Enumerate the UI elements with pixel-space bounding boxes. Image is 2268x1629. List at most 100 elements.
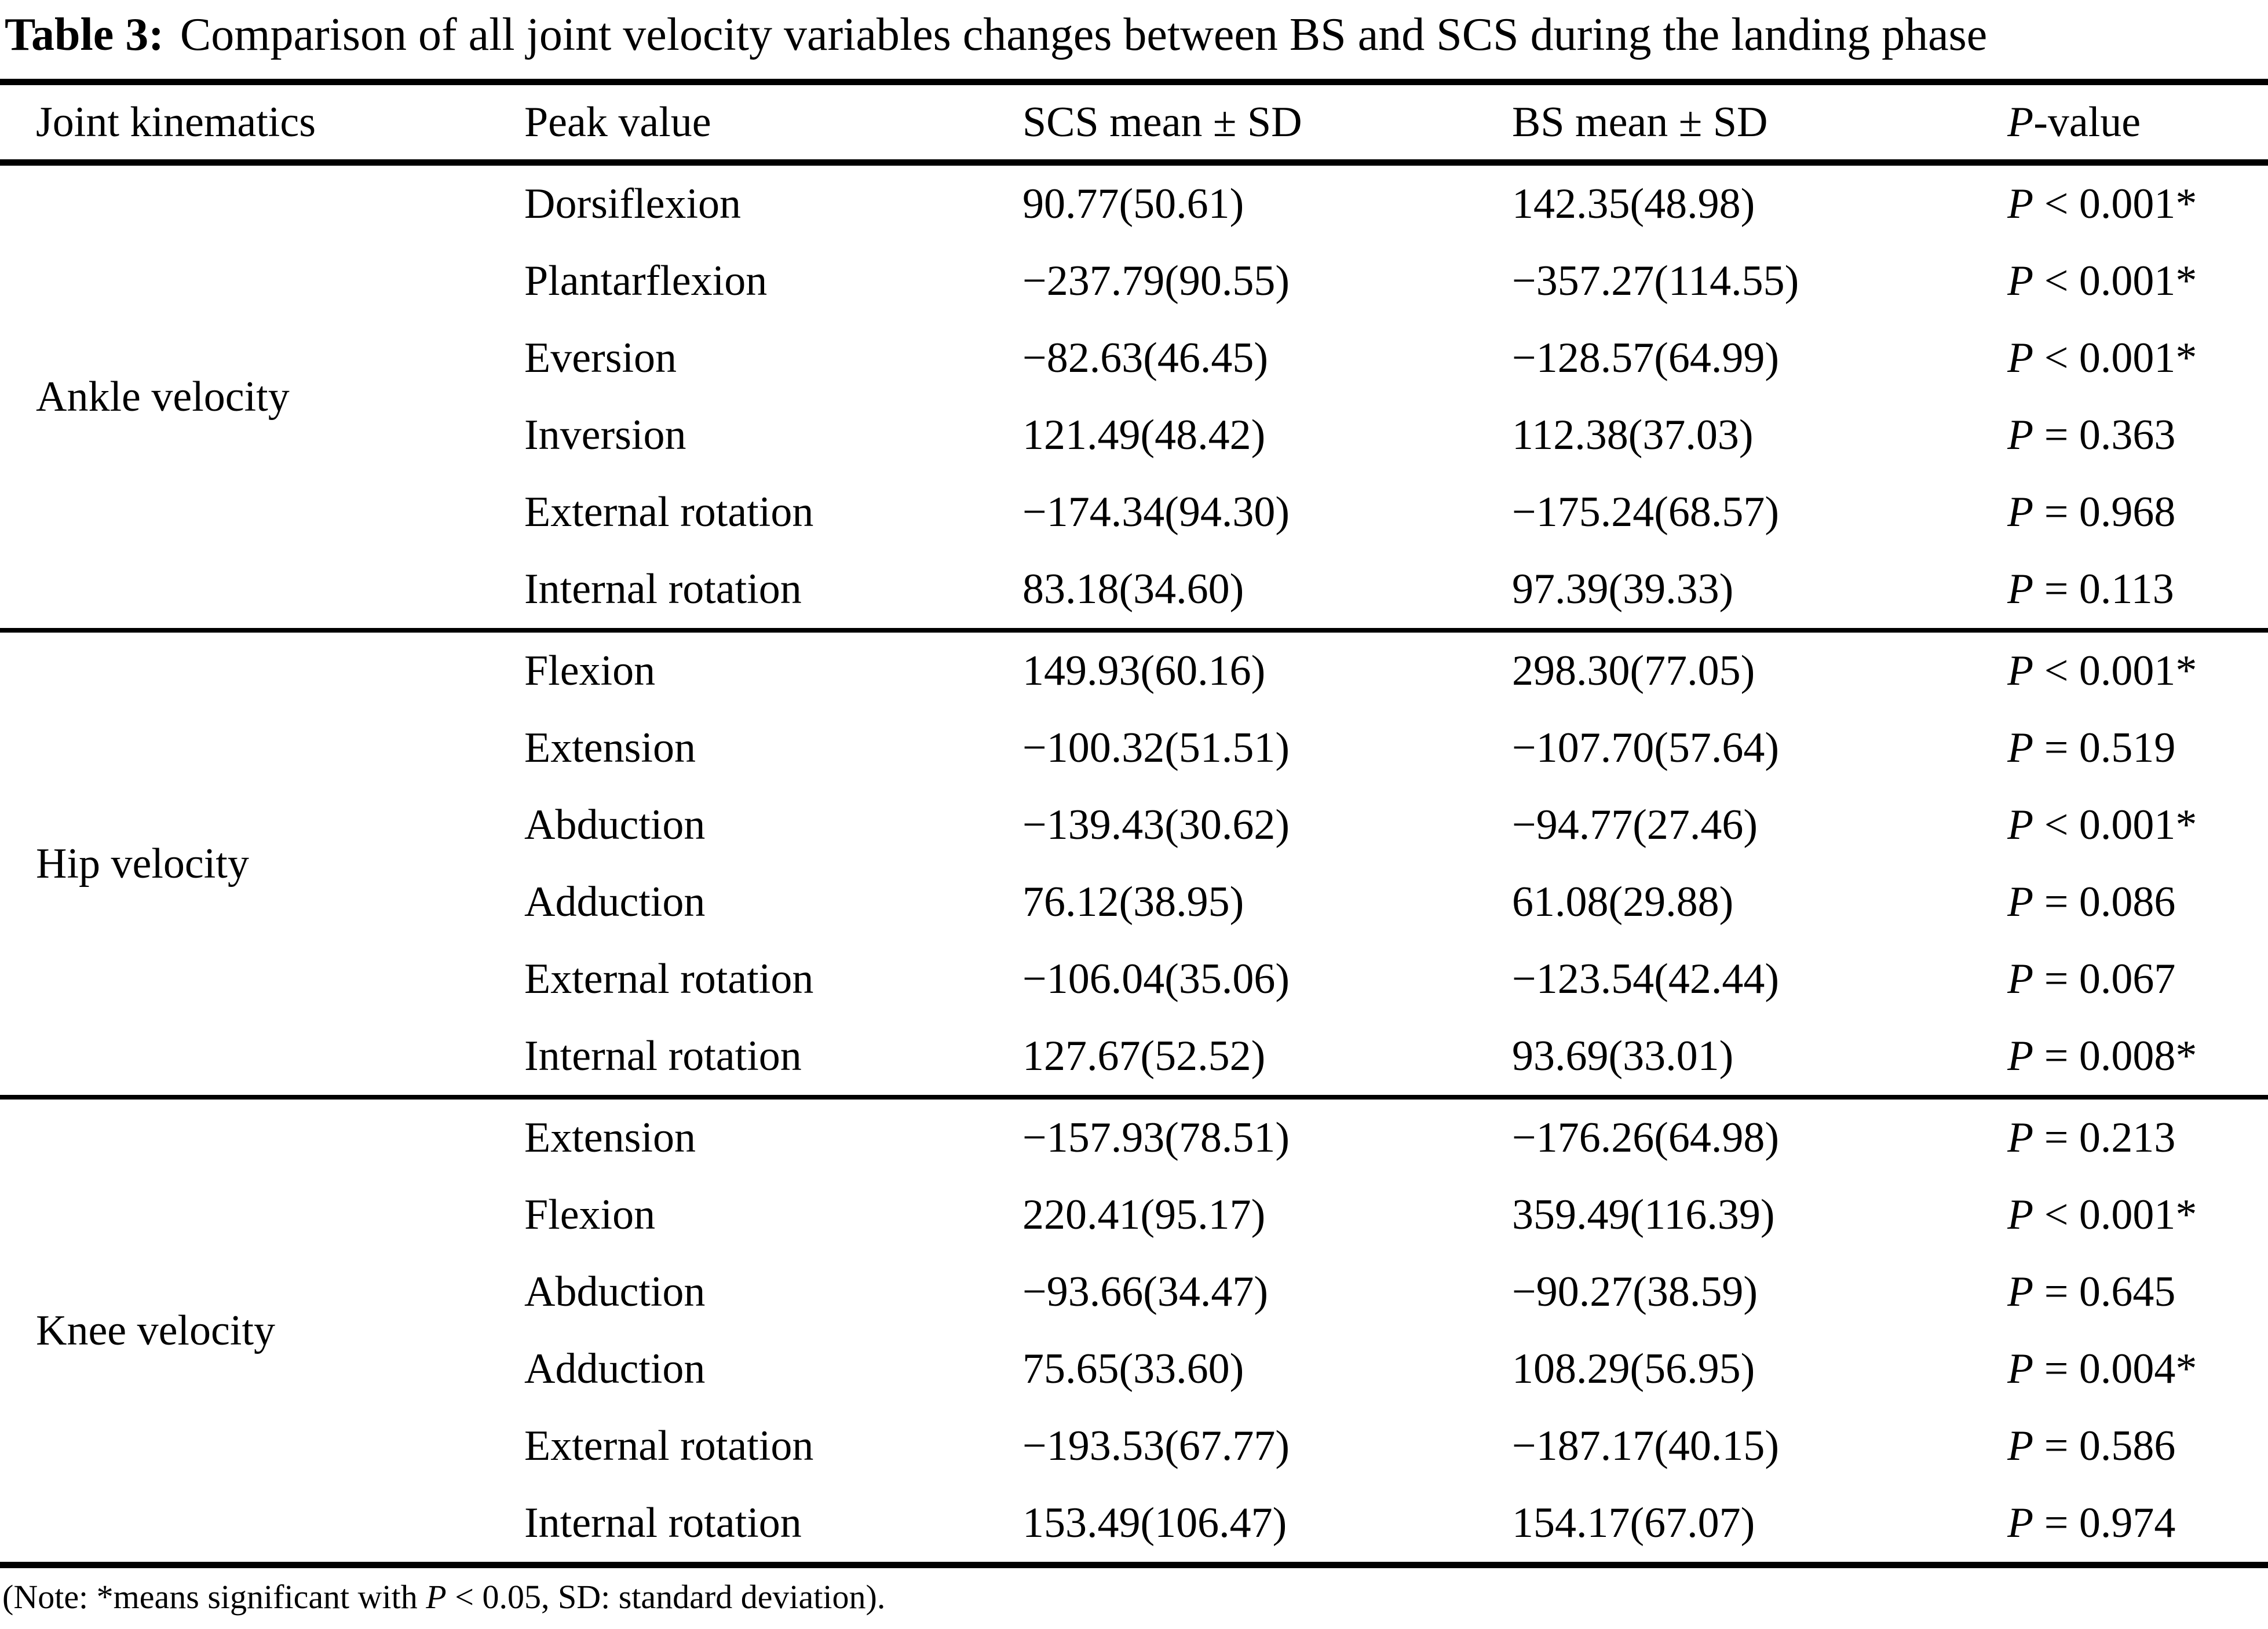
scs-cell: −157.93(78.51) xyxy=(1022,1114,1290,1162)
p-symbol: P xyxy=(2007,411,2034,459)
table-caption-text: Comparison of all joint velocity variabl… xyxy=(180,9,1988,60)
p-value-text: < 0.001* xyxy=(2033,334,2197,382)
p-value-text: = 0.008* xyxy=(2033,1032,2197,1080)
p-value-cell: P = 0.586 xyxy=(2007,1408,2268,1485)
header-joint-kinematics: Joint kinematics xyxy=(36,98,316,146)
scs-cell: −93.66(34.47) xyxy=(1022,1268,1269,1316)
scs-cell: 149.93(60.16) xyxy=(1022,647,1266,695)
footnote-post: < 0.05, SD: standard deviation). xyxy=(446,1578,886,1616)
p-symbol: P xyxy=(2007,1191,2034,1239)
p-value-text: < 0.001* xyxy=(2033,647,2197,695)
p-symbol: P xyxy=(2007,180,2034,228)
peak-value-cell: Internal rotation xyxy=(524,1499,802,1547)
scs-cell: −106.04(35.06) xyxy=(1022,955,1290,1003)
p-symbol: P xyxy=(2007,488,2034,536)
peak-value-cell: Adduction xyxy=(524,878,706,926)
footnote-pre: (Note: *means significant with xyxy=(2,1578,426,1616)
bs-cell: 112.38(37.03) xyxy=(1512,411,1754,459)
table-row: Adduction 76.12(38.95) 61.08(29.88) P = … xyxy=(0,864,2268,941)
section-ankle-velocity: Ankle velocity Dorsiflexion 90.77(50.61)… xyxy=(0,163,2268,631)
p-symbol: P xyxy=(2007,1345,2034,1393)
bs-cell: −128.57(64.99) xyxy=(1512,334,1780,382)
peak-value-cell: Flexion xyxy=(524,647,656,695)
p-value-cell: P = 0.004* xyxy=(2007,1331,2268,1408)
joint-group-label: Knee velocity xyxy=(36,1306,275,1354)
header-p-value-rest: -value xyxy=(2033,98,2141,146)
peak-value-cell: External rotation xyxy=(524,955,814,1003)
p-value-text: = 0.974 xyxy=(2033,1499,2176,1547)
p-value-cell: P = 0.067 xyxy=(2007,941,2268,1018)
scs-cell: −193.53(67.77) xyxy=(1022,1422,1290,1470)
p-value-cell: P < 0.001* xyxy=(2007,787,2268,864)
scs-cell: 127.67(52.52) xyxy=(1022,1032,1266,1080)
p-value-text: = 0.586 xyxy=(2033,1422,2176,1470)
p-symbol: P xyxy=(2007,724,2034,772)
page: { "title": { "label": "Table 3:", "text"… xyxy=(0,8,2268,1629)
table-row: Abduction −93.66(34.47) −90.27(38.59) P … xyxy=(0,1254,2268,1331)
scs-cell: −237.79(90.55) xyxy=(1022,257,1290,305)
p-value-cell: P < 0.001* xyxy=(2007,320,2268,397)
bs-cell: 154.17(67.07) xyxy=(1512,1499,1755,1547)
bs-cell: −175.24(68.57) xyxy=(1512,488,1780,536)
p-value-cell: P = 0.974 xyxy=(2007,1485,2268,1565)
header-p-value: P-value xyxy=(2007,82,2268,163)
joint-group-label: Hip velocity xyxy=(36,839,249,887)
p-symbol: P xyxy=(2007,1268,2034,1316)
table-row: Internal rotation 83.18(34.60) 97.39(39.… xyxy=(0,551,2268,630)
p-value-cell: P = 0.519 xyxy=(2007,710,2268,787)
scs-cell: −100.32(51.51) xyxy=(1022,724,1290,772)
table-caption-label: Table 3: xyxy=(5,9,164,60)
table-row: Adduction 75.65(33.60) 108.29(56.95) P =… xyxy=(0,1331,2268,1408)
p-value-cell: P = 0.113 xyxy=(2007,551,2268,630)
joint-velocity-table: Joint kinematics Peak value SCS mean ± S… xyxy=(0,79,2268,1568)
p-value-cell: P < 0.001* xyxy=(2007,630,2268,710)
p-value-text: = 0.113 xyxy=(2033,565,2174,613)
peak-value-cell: Abduction xyxy=(524,1268,706,1316)
scs-cell: 76.12(38.95) xyxy=(1022,878,1244,926)
bs-cell: −107.70(57.64) xyxy=(1512,724,1780,772)
section-hip-velocity: Hip velocity Flexion 149.93(60.16) 298.3… xyxy=(0,630,2268,1097)
header-row: Joint kinematics Peak value SCS mean ± S… xyxy=(0,82,2268,163)
p-value-text: = 0.645 xyxy=(2033,1268,2176,1316)
p-symbol: P xyxy=(2007,955,2034,1003)
peak-value-cell: Eversion xyxy=(524,334,677,382)
scs-cell: 75.65(33.60) xyxy=(1022,1345,1244,1393)
p-symbol: P xyxy=(2007,565,2034,613)
bs-cell: 61.08(29.88) xyxy=(1512,878,1734,926)
p-symbol: P xyxy=(426,1578,447,1616)
table-row: Hip velocity Flexion 149.93(60.16) 298.3… xyxy=(0,630,2268,887)
peak-value-cell: Dorsiflexion xyxy=(524,180,742,228)
header-peak-value: Peak value xyxy=(524,98,711,146)
bs-cell: 97.39(39.33) xyxy=(1512,565,1734,613)
header-bs-mean-sd: BS mean ± SD xyxy=(1512,98,1768,146)
peak-value-cell: Extension xyxy=(524,724,696,772)
p-symbol: P xyxy=(2007,334,2034,382)
bs-cell: −176.26(64.98) xyxy=(1512,1114,1780,1162)
p-value-text: < 0.001* xyxy=(2033,801,2197,849)
p-value-cell: P < 0.001* xyxy=(2007,243,2268,320)
bs-cell: 108.29(56.95) xyxy=(1512,1345,1755,1393)
p-value-text: = 0.519 xyxy=(2033,724,2176,772)
peak-value-cell: Adduction xyxy=(524,1345,706,1393)
p-symbol: P xyxy=(2007,98,2034,146)
table-caption: Table 3: Comparison of all joint velocity… xyxy=(5,8,2268,61)
p-value-text: < 0.001* xyxy=(2033,1191,2197,1239)
peak-value-cell: External rotation xyxy=(524,488,814,536)
table-row: External rotation −106.04(35.06) −123.54… xyxy=(0,941,2268,1018)
p-value-text: = 0.968 xyxy=(2033,488,2176,536)
peak-value-cell: Internal rotation xyxy=(524,565,802,613)
table-row: Eversion −82.63(46.45) −128.57(64.99) P … xyxy=(0,320,2268,397)
scs-cell: −174.34(94.30) xyxy=(1022,488,1290,536)
table-row: Flexion 220.41(95.17) 359.49(116.39) P <… xyxy=(0,1177,2268,1254)
bs-cell: −357.27(114.55) xyxy=(1512,257,1799,305)
scs-cell: 121.49(48.42) xyxy=(1022,411,1266,459)
p-value-cell: P = 0.213 xyxy=(2007,1097,2268,1177)
bs-cell: −94.77(27.46) xyxy=(1512,801,1758,849)
peak-value-cell: External rotation xyxy=(524,1422,814,1470)
bs-cell: 93.69(33.01) xyxy=(1512,1032,1734,1080)
table-row: Abduction −139.43(30.62) −94.77(27.46) P… xyxy=(0,787,2268,864)
scs-cell: 220.41(95.17) xyxy=(1022,1191,1266,1239)
header-scs-mean-sd: SCS mean ± SD xyxy=(1022,98,1302,146)
joint-group-label: Ankle velocity xyxy=(36,372,290,421)
p-symbol: P xyxy=(2007,1422,2034,1470)
